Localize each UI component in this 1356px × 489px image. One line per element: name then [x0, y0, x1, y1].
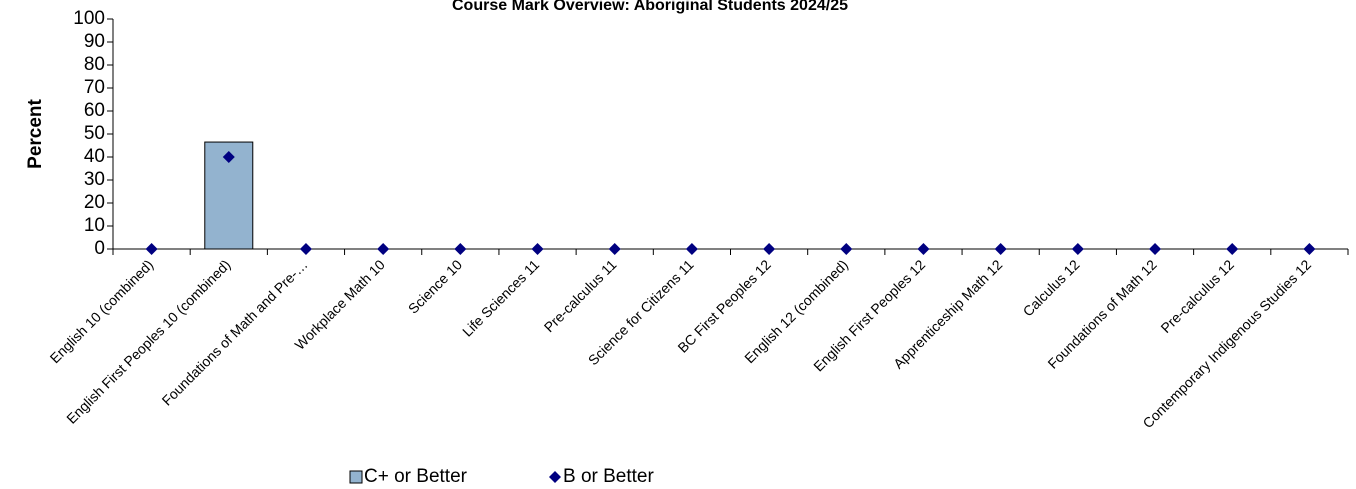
diamond-marker [145, 243, 158, 255]
diamond-marker [1303, 243, 1316, 255]
diamond-marker [531, 243, 544, 255]
y-tick-label: 60 [84, 100, 105, 121]
legend-swatch [349, 470, 363, 484]
y-tick-label: 10 [84, 215, 105, 236]
diamond-marker [1071, 243, 1084, 255]
x-tick-label: Pre-calculus 12 [1157, 256, 1237, 336]
y-tick-label: 0 [94, 238, 105, 259]
x-tick-label: Contemporary Indigenous Studies 12 [1139, 256, 1314, 431]
x-tick-label: Life Sciences 11 [459, 256, 542, 339]
diamond-marker [917, 243, 930, 255]
diamond-marker [1226, 243, 1239, 255]
y-tick-label: 90 [84, 31, 105, 52]
legend-label: B or Better [563, 466, 654, 487]
legend-swatch [549, 471, 561, 483]
x-tick-label: Foundations of Math and Pre-… [159, 256, 311, 408]
legend-label: C+ or Better [364, 466, 468, 487]
diamond-marker [1149, 243, 1162, 255]
y-tick-label: 100 [73, 8, 105, 29]
y-tick-label: 30 [84, 169, 105, 190]
diamond-marker [994, 243, 1007, 255]
diamond-marker [299, 243, 312, 255]
diamond-marker [763, 243, 776, 255]
chart-title: Course Mark Overview: Aboriginal Student… [452, 0, 848, 14]
diamond-marker [840, 243, 853, 255]
y-tick-label: 20 [84, 192, 105, 213]
diamond-marker [608, 243, 621, 255]
x-tick-label: Science 10 [405, 256, 465, 316]
y-tick-label: 80 [84, 54, 105, 75]
y-tick-label: 40 [84, 146, 105, 167]
diamond-marker [685, 243, 698, 255]
x-tick-label: Calculus 12 [1020, 256, 1083, 319]
x-tick-label: English First Peoples 10 (combined) [63, 256, 233, 426]
y-tick-label: 70 [84, 77, 105, 98]
y-axis-label: Percent [25, 98, 46, 168]
diamond-marker [222, 151, 235, 163]
x-tick-label: Pre-calculus 11 [541, 256, 620, 335]
diamond-marker [454, 243, 467, 255]
diamond-marker [377, 243, 390, 255]
y-tick-label: 50 [84, 123, 105, 144]
